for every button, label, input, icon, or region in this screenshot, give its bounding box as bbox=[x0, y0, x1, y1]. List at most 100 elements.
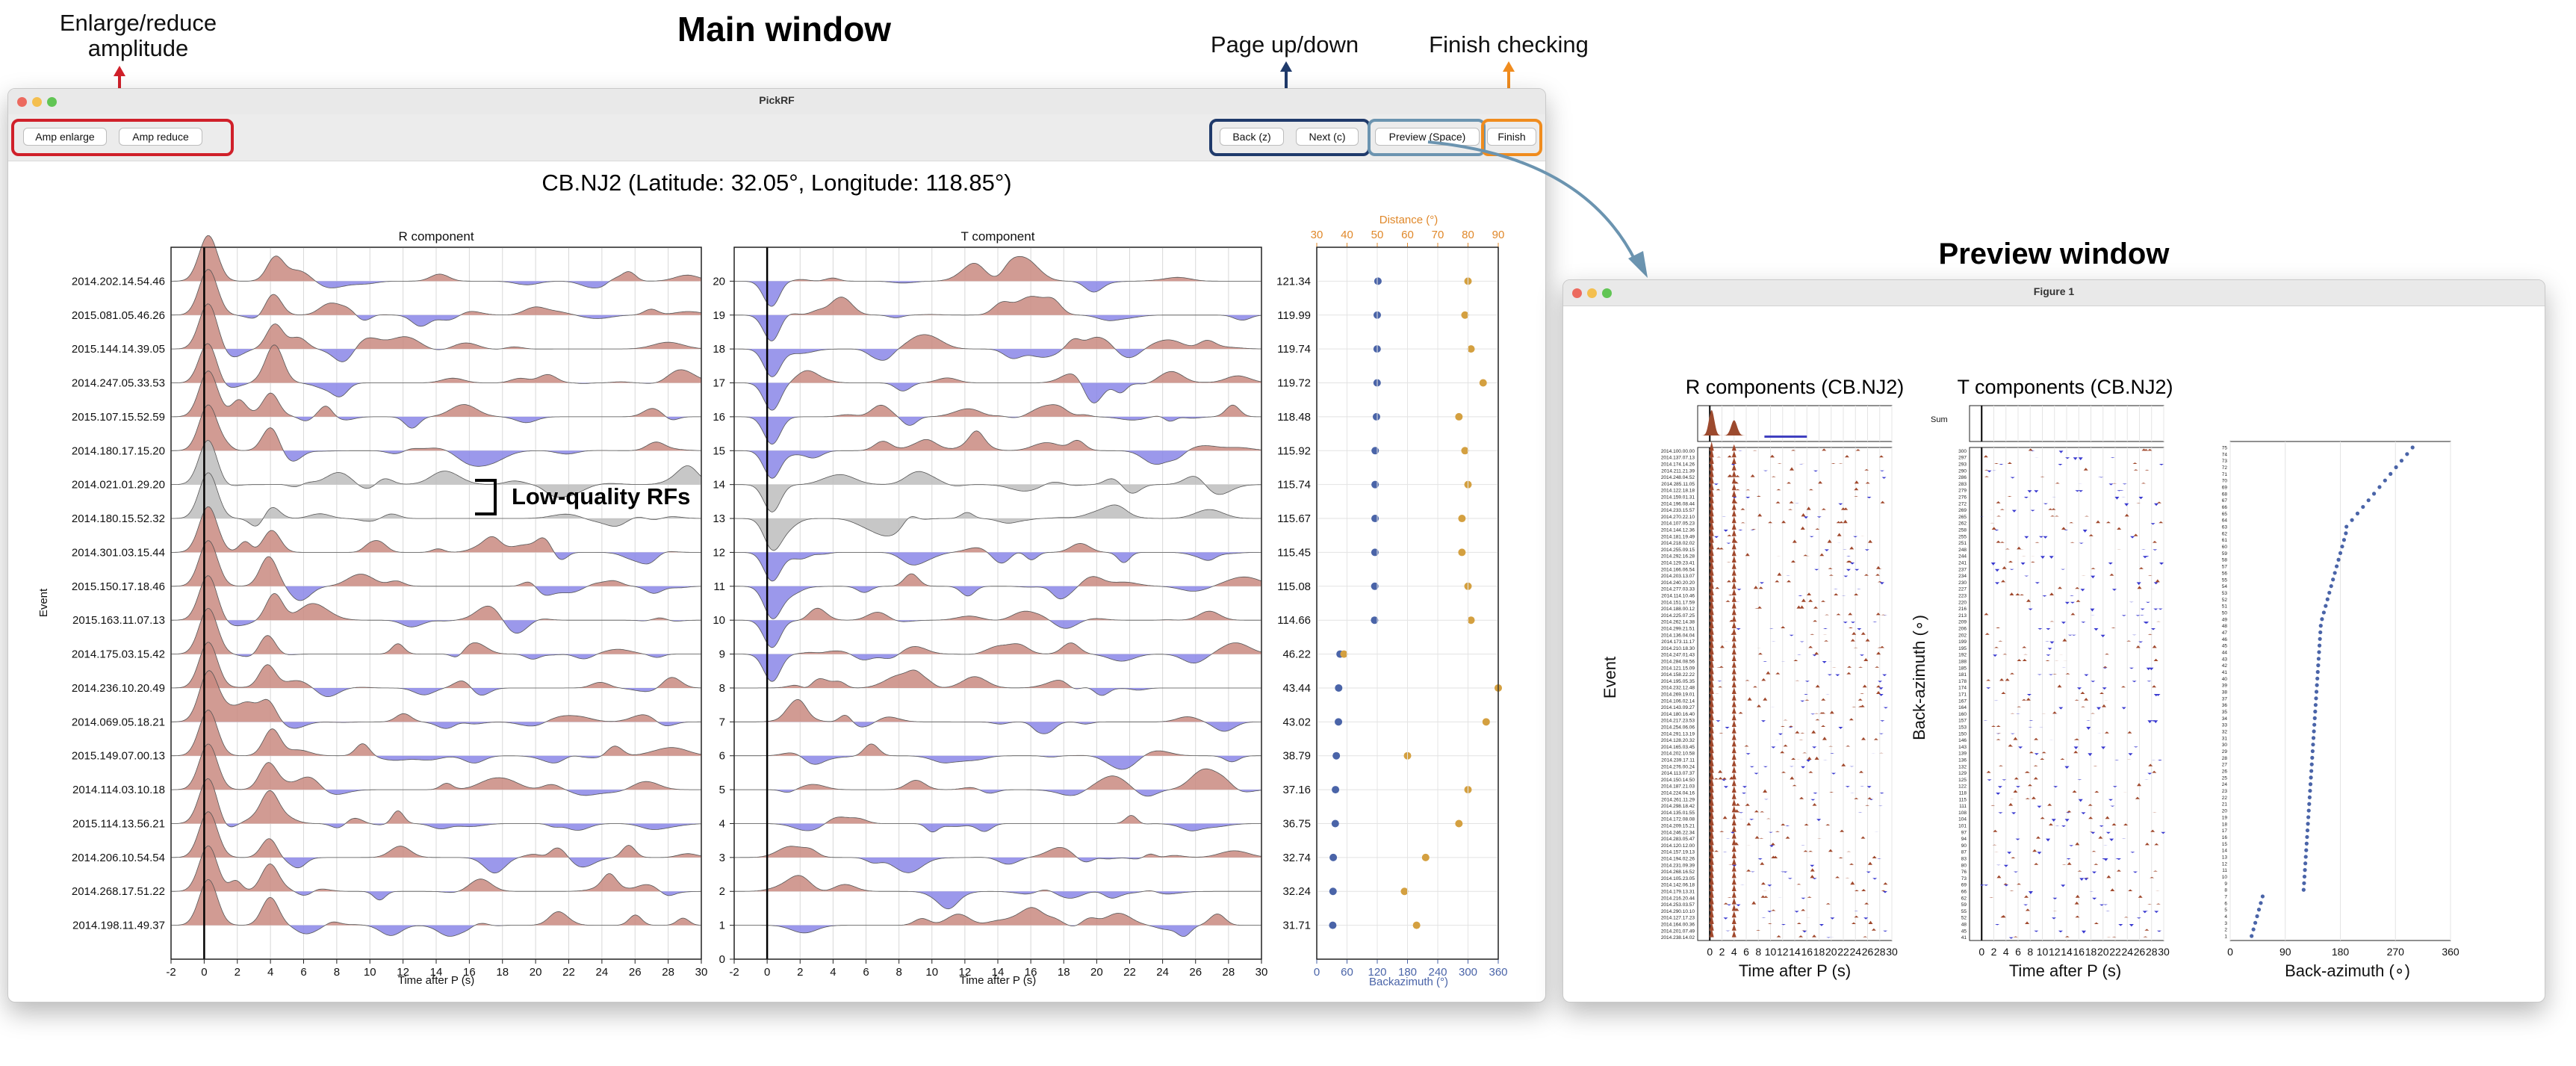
preview-t-trace-peak bbox=[2075, 586, 2080, 589]
preview-r-trace-peak bbox=[1731, 556, 1737, 563]
preview-r-trace-peak bbox=[1878, 681, 1883, 683]
preview-close-light[interactable] bbox=[1572, 288, 1582, 298]
preview-baz-tick: 181 bbox=[1958, 672, 1967, 678]
preview-baz-point bbox=[2336, 557, 2341, 562]
preview-event-tick: 2014.216.20.44 bbox=[1661, 896, 1695, 901]
preview-t-trace-peak bbox=[2054, 515, 2059, 517]
preview-button[interactable]: Preview (Space) bbox=[1375, 128, 1480, 146]
event-label: 2014.236.10.20.49 bbox=[72, 682, 165, 695]
preview-t-trace-peak bbox=[2086, 727, 2091, 730]
preview-baz-point bbox=[2308, 788, 2312, 793]
preview-event-tick: 2014.298.18.42 bbox=[1661, 804, 1695, 809]
preview-t-trace-peak bbox=[2147, 720, 2153, 724]
preview-t-trace-peak bbox=[2154, 911, 2159, 914]
preview-r-trace-peak bbox=[1709, 724, 1714, 734]
preview-r-trace-peak bbox=[1801, 930, 1806, 931]
preview-t-trace-peak bbox=[2079, 542, 2084, 544]
preview-t-trace-peak bbox=[2011, 857, 2016, 858]
preview-r-trace-peak bbox=[1731, 845, 1737, 852]
preview-t-trace-peak bbox=[2002, 565, 2007, 569]
preview-r-trace-peak bbox=[1810, 799, 1816, 801]
preview-r-trace-peak bbox=[1763, 896, 1769, 898]
preview-t-trace-peak bbox=[2025, 921, 2030, 924]
preview-r-trace-peak bbox=[1843, 575, 1849, 577]
preview-baz-row-label: 35 bbox=[2222, 710, 2228, 715]
preview-t-trace-peak bbox=[2069, 521, 2074, 524]
preview-r-trace-peak bbox=[1793, 660, 1798, 661]
preview-baz-tick: 55 bbox=[1961, 909, 1967, 914]
preview-t-trace-peak bbox=[2043, 503, 2048, 505]
preview-r-trace-peak bbox=[1846, 568, 1851, 571]
preview-r-trace-peak bbox=[1745, 489, 1751, 491]
preview-t-tick-label: 0 bbox=[1978, 946, 1984, 958]
t-trace-negative bbox=[734, 925, 1261, 937]
preview-t-trace-peak bbox=[2035, 582, 2040, 584]
close-light[interactable] bbox=[17, 97, 27, 107]
t-tick-label: -2 bbox=[729, 966, 739, 979]
preview-t-trace-peak bbox=[2090, 713, 2095, 714]
preview-r-trace-peak bbox=[1754, 835, 1760, 839]
baz-point bbox=[1329, 887, 1337, 896]
preview-baz-point bbox=[2318, 636, 2322, 641]
preview-r-trace-peak bbox=[1804, 516, 1809, 519]
preview-baz-row-label: 50 bbox=[2222, 610, 2228, 616]
preview-r-trace-peak bbox=[1878, 687, 1884, 690]
t-ytick-label: 5 bbox=[719, 784, 725, 796]
preview-r-trace-peak bbox=[1775, 501, 1781, 503]
preview-r-trace-peak bbox=[1838, 727, 1843, 729]
amp-enlarge-button[interactable]: Amp enlarge bbox=[23, 128, 107, 146]
preview-t-trace-peak bbox=[2130, 536, 2135, 539]
preview-baz-tick: 73 bbox=[1961, 876, 1967, 881]
back-button[interactable]: Back (z) bbox=[1220, 128, 1284, 146]
preview-t-trace-peak bbox=[2142, 911, 2147, 914]
preview-baz-row-label: 23 bbox=[2222, 789, 2228, 794]
preview-baz-row-label: 67 bbox=[2222, 498, 2228, 503]
r-trace-negative bbox=[171, 416, 701, 429]
preview-t-trace-peak bbox=[1990, 805, 1996, 806]
finish-button[interactable]: Finish bbox=[1487, 128, 1536, 146]
preview-r-trace-peak bbox=[1828, 574, 1834, 576]
preview-r-trace-peak bbox=[1709, 855, 1714, 865]
preview-r-trace-peak bbox=[1740, 522, 1745, 524]
preview-r-trace-peak bbox=[1804, 681, 1810, 682]
preview-r-trace-peak bbox=[1731, 477, 1737, 484]
r-trace-line bbox=[171, 670, 701, 729]
preview-t-trace-peak bbox=[2091, 850, 2097, 852]
preview-baz-point bbox=[2383, 478, 2387, 483]
preview-baz-tick: 129 bbox=[1958, 771, 1967, 776]
zoom-light[interactable] bbox=[47, 97, 57, 107]
preview-minimize-light[interactable] bbox=[1587, 288, 1597, 298]
preview-baz-row-label: 27 bbox=[2222, 763, 2228, 768]
preview-r-trace-peak bbox=[1718, 769, 1723, 773]
preview-baz-tick: 118 bbox=[1959, 791, 1967, 796]
preview-t-trace-peak bbox=[2158, 464, 2164, 465]
minimize-light[interactable] bbox=[32, 97, 42, 107]
preview-r-trace-peak bbox=[1726, 542, 1731, 545]
preview-t-trace-peak bbox=[2099, 904, 2105, 906]
preview-zoom-light[interactable] bbox=[1602, 288, 1612, 298]
preview-baz-point bbox=[2313, 709, 2318, 714]
t-trace-positive bbox=[734, 642, 1261, 654]
preview-t-trace-peak bbox=[2097, 707, 2102, 710]
preview-baz-row-label: 6 bbox=[2224, 901, 2227, 906]
next-button[interactable]: Next (c) bbox=[1296, 128, 1359, 146]
preview-r-trace-peak bbox=[1731, 884, 1737, 891]
preview-r-trace-peak bbox=[1756, 495, 1761, 497]
preview-r-trace-peak bbox=[1829, 753, 1834, 754]
page-annotation: Page up/down bbox=[1210, 31, 1359, 58]
amp-reduce-button[interactable]: Amp reduce bbox=[119, 128, 202, 146]
t-trace-negative bbox=[734, 518, 1261, 551]
preview-r-trace-peak bbox=[1714, 536, 1719, 539]
preview-r-trace-peak bbox=[1709, 750, 1714, 760]
preview-r-trace-peak bbox=[1880, 501, 1885, 503]
preview-baz-point bbox=[2251, 927, 2256, 932]
baz-point bbox=[1332, 752, 1341, 760]
preview-baz-point bbox=[2260, 894, 2265, 899]
preview-r-trace-peak bbox=[1709, 743, 1714, 754]
preview-r-trace-peak bbox=[1718, 777, 1723, 780]
preview-r-trace-peak bbox=[1731, 812, 1737, 819]
preview-t-trace-peak bbox=[1993, 829, 1998, 832]
preview-r-trace-peak bbox=[1873, 738, 1878, 740]
preview-t-trace-peak bbox=[2081, 930, 2086, 934]
preview-t-trace-peak bbox=[2152, 685, 2157, 688]
